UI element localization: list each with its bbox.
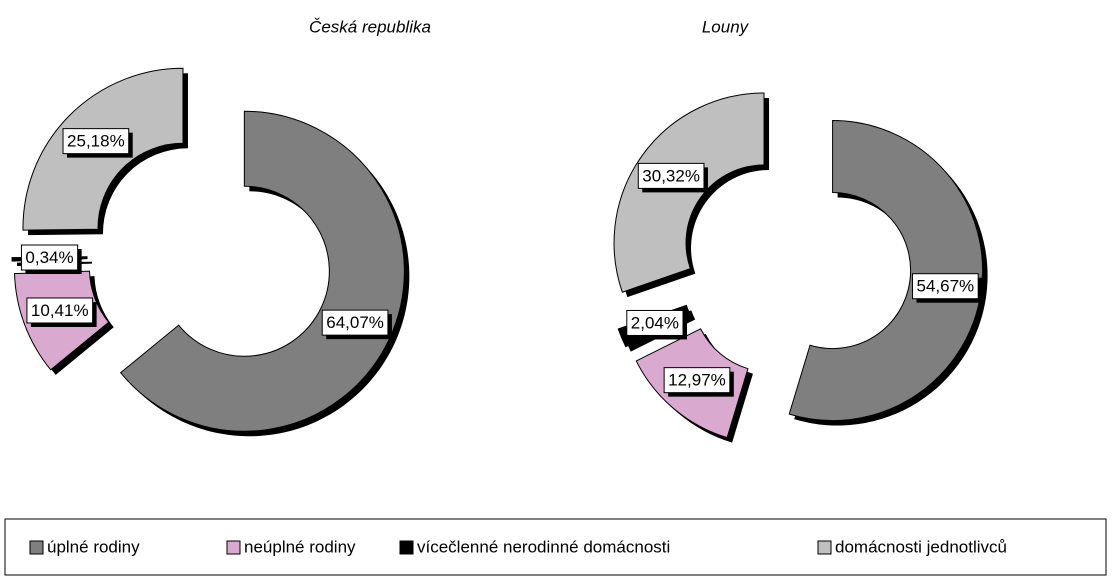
segment (613, 92, 765, 293)
data-label: 2,04% (631, 313, 679, 332)
data-label: 0,34% (25, 248, 73, 267)
data-label: 25,18% (67, 132, 125, 151)
legend-label: domácnosti jednotlivců (835, 537, 1007, 556)
label-box (321, 309, 389, 336)
label-box (626, 309, 684, 336)
data-label: 54,67% (917, 277, 975, 296)
label-box (637, 162, 705, 189)
label-box (663, 367, 731, 394)
label-box (912, 273, 979, 300)
data-label: 12,97% (668, 371, 726, 390)
legend-swatch (817, 540, 832, 555)
label-box (20, 244, 79, 271)
data-label: 64,07% (326, 313, 384, 332)
legend-swatch (29, 540, 44, 555)
segment (788, 120, 984, 422)
legend-label: vícečlenné nerodinné domácnosti (417, 537, 670, 556)
legend-label: neúplné rodiny (244, 537, 356, 556)
data-label: 30,32% (642, 166, 700, 185)
legend-box (4, 518, 1107, 576)
label-box (62, 128, 130, 155)
legend-swatch (226, 540, 241, 555)
label-box (26, 297, 94, 324)
chart-title: Louny (702, 17, 750, 36)
legend-swatch (399, 540, 414, 555)
chart-title: Česká republika (309, 17, 431, 36)
legend-label: úplné rodiny (47, 537, 140, 556)
segment (119, 110, 405, 432)
data-label: 10,41% (31, 301, 89, 320)
